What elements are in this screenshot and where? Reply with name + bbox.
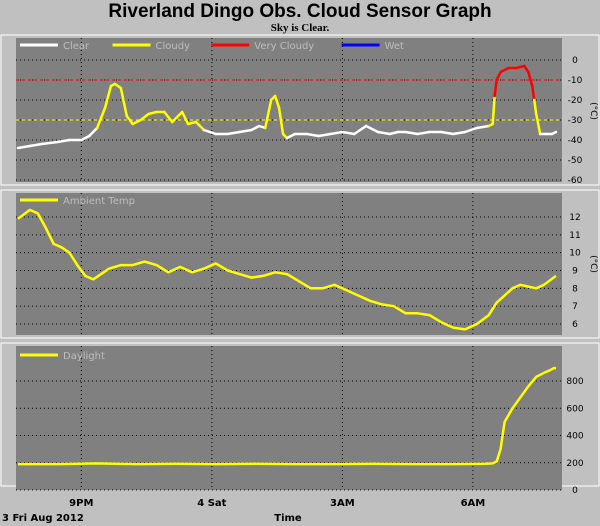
x-tick-label: 3AM	[330, 498, 355, 509]
sky-temp-segment	[163, 110, 174, 124]
y-tick-label: 400	[566, 432, 583, 442]
sky-temp-segment	[463, 126, 479, 134]
y-tick-label: 200	[566, 459, 583, 469]
y-tick-label: -20	[568, 96, 583, 106]
sky-temp-segment	[317, 132, 332, 138]
x-tick-label: 9PM	[69, 498, 93, 509]
sky-temp-segment	[147, 110, 158, 116]
sky-temp-segment	[180, 110, 190, 126]
sky-temp-segment	[87, 126, 99, 138]
sky-temp-segment	[56, 138, 71, 144]
sky-temp-segment	[99, 106, 107, 120]
legends: Clear Cloudy Very Cloudy Wet Ambient Temp Day…	[20, 41, 404, 362]
sky-temp-segment	[226, 130, 241, 136]
sky-temp-segment	[202, 128, 218, 136]
sky-temp-segment	[80, 134, 91, 142]
y-tick-label: 0	[572, 56, 578, 66]
sky-temp-segment	[534, 112, 542, 136]
sky-temp-segment	[499, 66, 510, 74]
sky-temp-segment	[364, 124, 380, 134]
sky-temp-segment	[273, 94, 281, 110]
date-label: 3 Fri Aug 2012	[2, 513, 84, 524]
sky-temp-segment	[16, 144, 32, 150]
sky-temp-segment	[28, 142, 43, 148]
y-tick-label: 8	[572, 284, 578, 294]
sky-temp-segment	[550, 130, 558, 136]
ambient-temp-line	[17, 208, 557, 331]
plot-area-daylight	[16, 346, 562, 490]
y-tick-label: 10	[569, 249, 581, 259]
sky-temp-segment	[250, 124, 261, 132]
legend-label: Cloudy	[156, 41, 191, 52]
sky-temp-segment	[103, 84, 113, 110]
sky-temp-segment	[416, 130, 431, 136]
y-tick-label: 0	[572, 486, 578, 496]
sky-temp-segment	[515, 64, 526, 70]
sky-temp-segment	[353, 124, 368, 136]
x-axis-title: Time	[274, 513, 302, 524]
sky-temp-segment	[263, 98, 273, 130]
sky-temp-segment	[493, 78, 498, 98]
sky-temp-segment	[131, 118, 142, 126]
sky-temp-segment	[329, 130, 344, 136]
legend-label: Clear	[63, 41, 90, 52]
y-tick-label: -50	[568, 156, 583, 166]
ylabel-sky-temp: (°C)	[588, 102, 598, 120]
y-tick-label: -40	[568, 136, 583, 146]
sky-temp-segment	[40, 140, 59, 146]
axis-labels: 0 -10 -20 -30 -40 -50 -60 12 11 10 9 8 7 6 800 600 400 20…	[69, 56, 584, 509]
legend-label: Very Cloudy	[254, 41, 314, 52]
y-tick-label: 12	[569, 213, 580, 223]
daylight-line	[18, 366, 556, 466]
sky-temp-segment	[491, 94, 496, 126]
plot-area-ambient-temp	[16, 193, 562, 335]
y-tick-label: -10	[568, 76, 583, 86]
sky-temp-segment	[404, 130, 419, 136]
y-tick-label: 7	[572, 302, 578, 312]
sky-temp-segment	[186, 120, 198, 126]
y-tick-label: 9	[572, 267, 578, 277]
gridlines	[16, 38, 562, 491]
sky-temp-segment	[285, 132, 297, 140]
sky-temp-segment	[388, 130, 400, 136]
legend-label: Daylight	[63, 351, 105, 362]
y-tick-label: 600	[566, 404, 583, 414]
sky-temp-segment	[531, 84, 536, 102]
y-tick-label: -30	[568, 116, 583, 126]
sky-temp-segment	[341, 130, 356, 136]
sky-temp-segment	[532, 98, 538, 116]
sky-temp-segment	[527, 70, 534, 88]
sky-temp-segment	[95, 116, 103, 130]
sky-temp-segment	[125, 114, 134, 126]
series-lines	[16, 64, 558, 466]
y-tick-label: 11	[569, 231, 580, 241]
sky-temp-segment	[139, 112, 150, 122]
sky-temp-segment	[174, 110, 184, 120]
y-tick-label: 6	[572, 320, 578, 330]
sky-temp-segment	[305, 132, 320, 138]
sky-temp-segment	[119, 86, 129, 118]
ylabel-ambient-temp: (°C)	[588, 255, 598, 273]
x-tick-label: 6AM	[461, 498, 486, 509]
y-tick-label: 800	[566, 377, 583, 387]
sky-temp-segment	[495, 70, 502, 82]
sky-temp-segment	[238, 128, 253, 134]
sky-temp-segment	[475, 124, 490, 130]
sky-status-text: Sky is Clear.	[270, 22, 330, 34]
sky-temp-segment	[194, 120, 206, 132]
sky-temp-segment	[277, 106, 285, 136]
sky-temp-segment	[440, 130, 455, 136]
legend-label: Wet	[385, 41, 404, 52]
sky-temp-segment	[376, 130, 392, 136]
y-tick-label: -60	[568, 176, 583, 186]
plot-area-sky-temp	[16, 38, 562, 182]
sky-temp-segment	[451, 130, 467, 136]
chart-title: Riverland Dingo Obs. Cloud Sensor Graph	[108, 1, 492, 22]
legend-label: Ambient Temp	[63, 196, 135, 207]
x-tick-label: 4 Sat	[197, 498, 226, 509]
